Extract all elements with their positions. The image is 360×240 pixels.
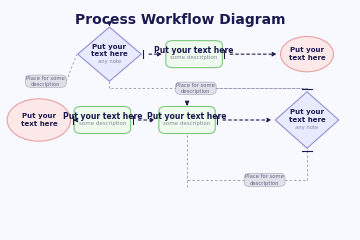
Text: Put your text here: Put your text here — [63, 112, 142, 121]
FancyBboxPatch shape — [74, 107, 131, 133]
FancyBboxPatch shape — [26, 75, 66, 87]
Circle shape — [7, 99, 71, 141]
Text: Place for some
description: Place for some description — [27, 76, 66, 87]
Text: Put your text here: Put your text here — [154, 46, 234, 55]
FancyBboxPatch shape — [159, 107, 215, 133]
Text: Put your
text here: Put your text here — [289, 47, 325, 61]
Text: some description: some description — [163, 121, 211, 126]
Text: Put your
text here: Put your text here — [21, 113, 57, 127]
Polygon shape — [275, 92, 339, 148]
Text: some description: some description — [79, 121, 126, 126]
FancyBboxPatch shape — [176, 82, 216, 94]
Text: Put your
text here: Put your text here — [91, 43, 128, 57]
Polygon shape — [78, 27, 141, 81]
FancyBboxPatch shape — [166, 41, 222, 68]
Text: any note: any note — [296, 125, 319, 130]
FancyBboxPatch shape — [244, 174, 285, 186]
Text: Put your
text here: Put your text here — [289, 109, 325, 123]
Text: some description: some description — [170, 55, 218, 60]
Text: Put your text here: Put your text here — [147, 112, 227, 121]
Text: any note: any note — [98, 59, 121, 64]
Circle shape — [280, 36, 333, 72]
Text: Process Workflow Diagram: Process Workflow Diagram — [75, 13, 285, 27]
Text: Place for some
description: Place for some description — [176, 83, 215, 94]
Text: Place for some
description: Place for some description — [245, 174, 284, 186]
